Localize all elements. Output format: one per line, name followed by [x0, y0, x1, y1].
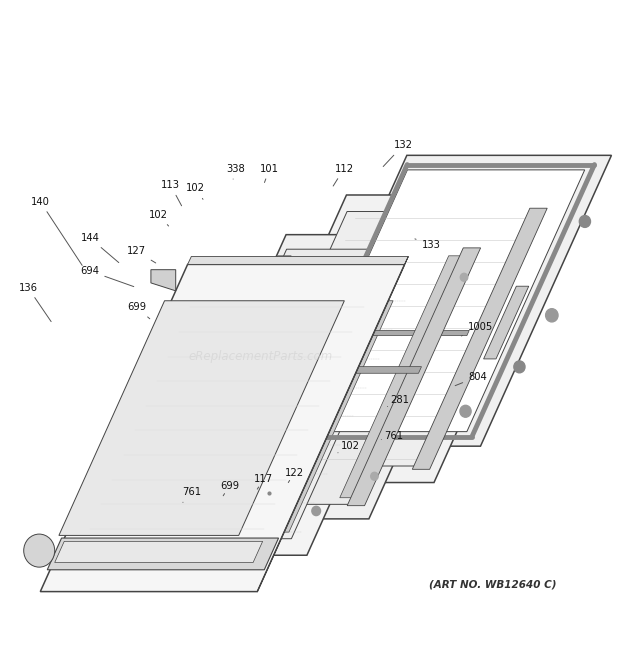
- Polygon shape: [151, 270, 175, 291]
- Polygon shape: [188, 256, 409, 264]
- Polygon shape: [55, 541, 263, 563]
- Polygon shape: [115, 294, 402, 539]
- Text: 761: 761: [183, 487, 202, 502]
- Polygon shape: [276, 155, 611, 446]
- Text: 117: 117: [254, 474, 273, 489]
- Text: 102: 102: [186, 183, 205, 200]
- Circle shape: [579, 215, 590, 227]
- Circle shape: [249, 506, 257, 516]
- Polygon shape: [290, 170, 585, 432]
- Polygon shape: [102, 297, 221, 535]
- Text: 102: 102: [149, 210, 169, 226]
- Text: 132: 132: [383, 140, 412, 167]
- Text: 113: 113: [161, 180, 182, 206]
- Circle shape: [185, 506, 194, 516]
- Text: 699: 699: [127, 302, 150, 319]
- Text: 144: 144: [81, 233, 119, 262]
- Text: 122: 122: [285, 467, 304, 483]
- Polygon shape: [347, 248, 480, 506]
- Polygon shape: [169, 256, 291, 498]
- Text: 102: 102: [338, 441, 360, 453]
- Text: 694: 694: [81, 266, 134, 287]
- Text: 1005: 1005: [461, 322, 493, 336]
- Polygon shape: [257, 256, 409, 592]
- Text: 761: 761: [381, 431, 403, 442]
- Polygon shape: [172, 249, 470, 504]
- Polygon shape: [158, 235, 497, 519]
- Polygon shape: [412, 208, 547, 469]
- Polygon shape: [40, 264, 405, 592]
- Text: 804: 804: [455, 371, 487, 385]
- Circle shape: [141, 468, 149, 476]
- Circle shape: [460, 274, 467, 282]
- Polygon shape: [290, 330, 469, 336]
- Text: 338: 338: [226, 163, 245, 179]
- Polygon shape: [47, 538, 278, 570]
- Polygon shape: [112, 301, 227, 532]
- Polygon shape: [99, 278, 432, 555]
- Polygon shape: [217, 195, 564, 483]
- Text: 140: 140: [31, 196, 82, 265]
- Circle shape: [371, 472, 378, 480]
- Text: eReplacementParts.com: eReplacementParts.com: [188, 350, 332, 364]
- Polygon shape: [340, 256, 463, 498]
- Text: 133: 133: [415, 239, 440, 250]
- Circle shape: [514, 361, 525, 373]
- Circle shape: [546, 309, 558, 322]
- Circle shape: [460, 405, 471, 417]
- Text: 699: 699: [220, 481, 239, 496]
- Polygon shape: [278, 301, 393, 532]
- Polygon shape: [59, 301, 344, 535]
- Text: 127: 127: [127, 246, 156, 263]
- Text: 281: 281: [388, 395, 409, 407]
- Text: (ART NO. WB12640 C): (ART NO. WB12640 C): [429, 580, 557, 590]
- Text: 112: 112: [333, 163, 353, 186]
- Text: 101: 101: [260, 163, 279, 182]
- Circle shape: [192, 357, 199, 365]
- Circle shape: [312, 506, 321, 516]
- Text: 136: 136: [19, 282, 51, 322]
- Circle shape: [24, 534, 55, 567]
- Polygon shape: [232, 367, 422, 373]
- Polygon shape: [232, 212, 533, 466]
- Polygon shape: [484, 286, 529, 359]
